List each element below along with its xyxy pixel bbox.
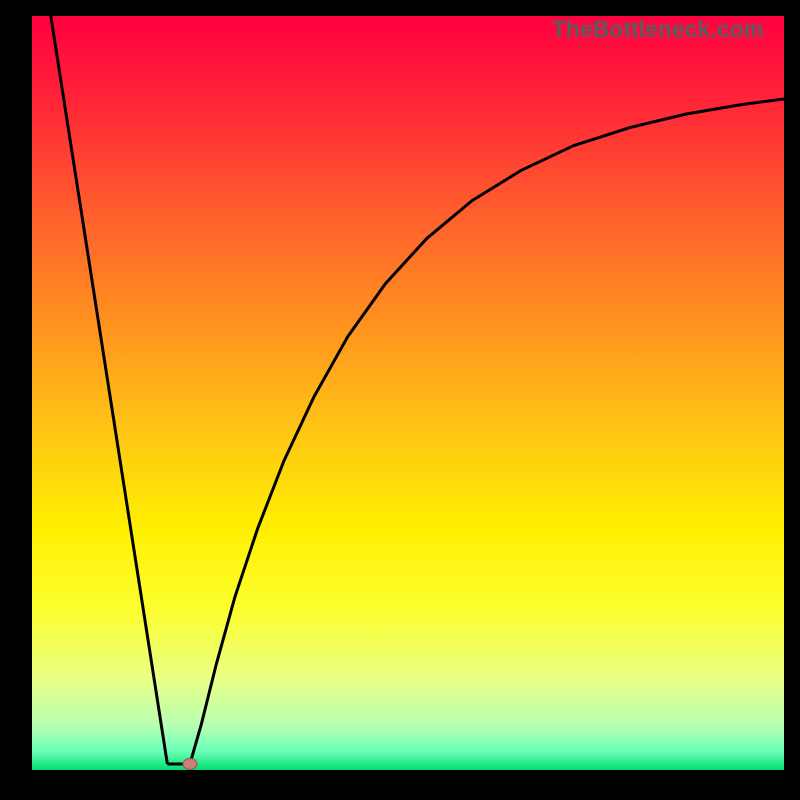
outer-black-frame: TheBottleneck.com [0,0,800,800]
watermark-text: TheBottleneck.com [552,16,764,43]
curve-right-branch [190,99,784,764]
plot-area: TheBottleneck.com [32,16,784,770]
bottleneck-curve [32,16,784,770]
curve-left-branch [51,16,168,764]
optimal-point-marker [182,758,197,770]
